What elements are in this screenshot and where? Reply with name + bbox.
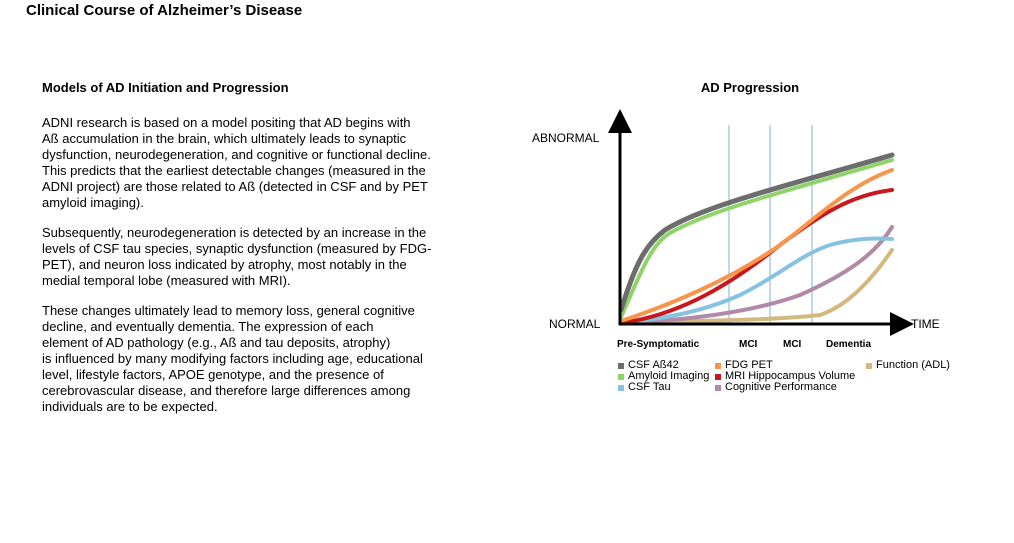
legend-column-1: CSF Aß42 Amyloid Imaging CSF Tau [618, 360, 709, 393]
curve-csf-tau [619, 236, 894, 325]
legend-item-fdg-pet: FDG PET [715, 360, 855, 371]
legend-item-amyloid-imaging: Amyloid Imaging [618, 371, 709, 382]
legend-column-2: FDG PET MRI Hippocampus Volume Cognitive… [715, 360, 855, 393]
legend-label: MRI Hippocampus Volume [725, 370, 856, 382]
diagram-svg: ABNORMAL NORMAL TIME Pre-Symptomatic MCI… [532, 109, 940, 350]
legend-item-csf-ab42: CSF Aß42 [618, 360, 709, 371]
legend-swatch [618, 362, 624, 369]
curve-csf-ab42 [618, 152, 895, 313]
legend-item-mri-hippocampus: MRI Hippocampus Volume [715, 371, 855, 382]
text-column: Models of AD Initiation and Progression … [42, 80, 467, 429]
legend-swatch [715, 362, 721, 369]
ad-progression-diagram: ABNORMAL NORMAL TIME Pre-Symptomatic MCI… [530, 105, 970, 360]
legend-swatch [618, 384, 624, 391]
curve-amyloid-imaging [619, 158, 894, 319]
curve-fdg-pet [619, 168, 894, 323]
stage-label-mci-2: MCI [783, 339, 802, 350]
paragraph-2: Subsequently, neurodegeneration is detec… [42, 225, 432, 288]
legend-item-csf-tau: CSF Tau [618, 382, 709, 393]
legend-swatch [715, 373, 721, 380]
legend-swatch [618, 373, 624, 380]
stage-label-presymptomatic: Pre-Symptomatic [617, 339, 700, 350]
legend-swatch [715, 384, 721, 391]
stage-label-mci-1: MCI [739, 339, 758, 350]
legend-column-3: Function (ADL) [866, 360, 950, 371]
legend-label: Function (ADL) [876, 359, 950, 371]
legend-item-cognitive-performance: Cognitive Performance [715, 382, 855, 393]
curve-mri-hippocampus [619, 188, 894, 325]
legend-label: CSF Aß42 [628, 359, 679, 371]
y-bottom-label: NORMAL [549, 317, 601, 331]
legend-label: CSF Tau [628, 381, 671, 393]
paragraph-1: ADNI research is based on a model positi… [42, 115, 431, 210]
legend-label: Amyloid Imaging [628, 370, 710, 382]
legend-label: Cognitive Performance [725, 381, 837, 393]
legend-swatch [866, 362, 872, 369]
paragraph-3: These changes ultimately lead to memory … [42, 303, 423, 414]
y-top-label: ABNORMAL [532, 131, 600, 145]
section-heading: Models of AD Initiation and Progression [42, 80, 289, 95]
page-title: Clinical Course of Alzheimer’s Disease [26, 2, 303, 19]
x-axis-label: TIME [911, 317, 940, 331]
curve-cognitive-performance [619, 225, 894, 325]
legend-label: FDG PET [725, 359, 773, 371]
legend-item-function-adl: Function (ADL) [866, 360, 950, 371]
stage-label-dementia: Dementia [826, 339, 871, 350]
diagram-title: AD Progression [700, 80, 800, 95]
